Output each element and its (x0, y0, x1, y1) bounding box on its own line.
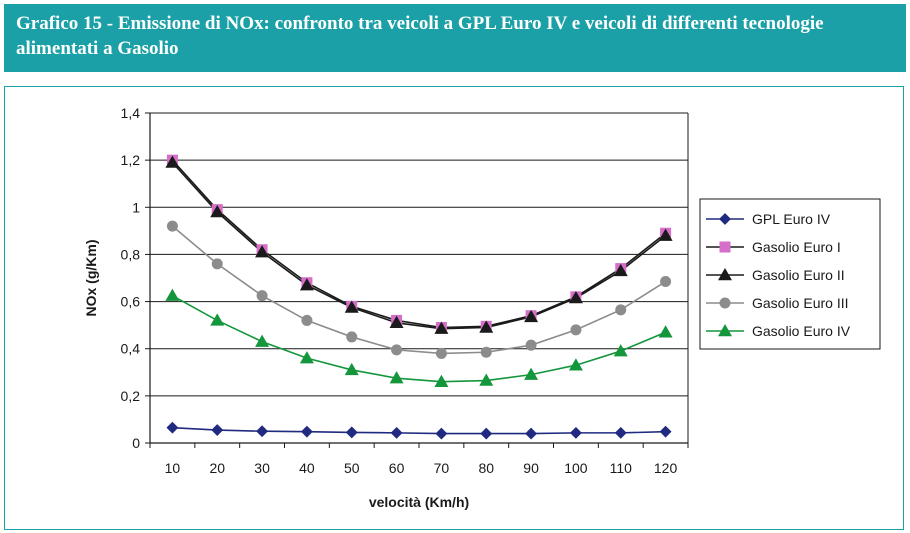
chart-title: Grafico 15 - Emissione di NOx: confronto… (16, 13, 824, 59)
y-tick-label: 0,6 (121, 294, 141, 310)
x-tick-label: 80 (478, 460, 494, 476)
point-series-5 (389, 371, 404, 384)
y-tick-label: 0 (132, 435, 140, 451)
point-series-3 (524, 309, 539, 323)
point-series-4 (660, 276, 672, 288)
point-series-1 (300, 425, 313, 438)
series-line-2 (171, 159, 667, 329)
point-series-4 (301, 314, 313, 326)
point-series-1 (166, 421, 179, 434)
x-tick-label: 20 (209, 460, 225, 476)
point-series-1 (480, 427, 493, 440)
x-tick-label: 10 (165, 460, 181, 476)
y-axis-title: NOx (g/Km) (83, 240, 99, 317)
point-series-5 (434, 374, 449, 387)
legend-marker-5 (718, 324, 732, 337)
point-series-5 (299, 351, 314, 364)
point-series-1 (525, 427, 538, 440)
point-series-4 (525, 339, 537, 351)
series-line-4 (171, 225, 667, 355)
legend: GPL Euro IV Gasolio Euro I Gasolio Euro II… (699, 198, 881, 350)
point-series-4 (435, 347, 447, 359)
legend-box (699, 198, 881, 350)
y-tick-label: 0,8 (121, 246, 141, 262)
series-line-5 (172, 294, 666, 383)
series-line-3 (171, 161, 667, 330)
point-series-1 (569, 426, 582, 439)
legend-label-1: GPL Euro IV (752, 211, 831, 227)
legend-marker-1 (719, 213, 731, 225)
point-series-5 (613, 344, 628, 357)
chart-header: Grafico 15 - Emissione di NOx: confronto… (4, 4, 906, 72)
legend-marker-4 (719, 297, 731, 309)
x-tick-label: 60 (389, 460, 405, 476)
point-series-4 (166, 220, 178, 232)
point-series-1 (256, 425, 269, 438)
point-series-3 (255, 245, 270, 258)
point-series-5 (165, 288, 180, 301)
point-series-4 (346, 331, 358, 343)
point-series-5 (479, 373, 494, 386)
point-series-3 (344, 300, 359, 313)
point-series-3 (568, 291, 583, 304)
series-line-1 (172, 426, 666, 435)
point-series-4 (391, 344, 403, 356)
point-series-4 (256, 290, 268, 302)
point-series-5 (568, 358, 583, 371)
x-tick-label: 120 (654, 460, 678, 476)
point-series-1 (211, 424, 224, 436)
y-tick-label: 0,2 (121, 388, 141, 404)
y-tick-label: 1,4 (121, 105, 141, 121)
point-series-5 (524, 367, 539, 380)
point-series-1 (345, 426, 358, 439)
x-tick-label: 110 (610, 460, 633, 476)
point-series-3 (210, 205, 225, 218)
legend-marker-2 (719, 241, 731, 253)
series-markers (165, 154, 673, 440)
legend-label-3: Gasolio Euro II (752, 267, 845, 283)
x-axis-title: velocità (Km/h) (369, 494, 469, 510)
point-series-1 (614, 426, 627, 439)
point-series-4 (615, 304, 627, 316)
tick-labels: 0 0,2 0,4 0,6 0,8 1 1,2 1,4 10 20 30 40 50 60 70 80 90 10… (121, 105, 678, 476)
point-series-5 (344, 362, 359, 376)
point-series-1 (435, 427, 448, 440)
point-series-4 (480, 346, 492, 358)
x-tick-label: 40 (299, 460, 315, 476)
chart-frame (4, 86, 904, 530)
point-series-5 (658, 325, 673, 338)
legend-marker-3 (718, 268, 732, 281)
point-series-5 (210, 313, 225, 326)
point-series-3 (658, 228, 673, 241)
point-series-1 (390, 426, 403, 439)
point-series-3 (479, 320, 494, 333)
axes (145, 112, 689, 448)
point-series-5 (255, 334, 270, 347)
point-series-4 (570, 324, 582, 336)
point-series-4 (211, 258, 223, 270)
point-series-3 (299, 278, 314, 291)
legend-label-4: Gasolio Euro III (752, 295, 849, 311)
x-tick-label: 50 (344, 460, 360, 476)
point-series-3 (165, 155, 180, 168)
x-tick-label: 70 (434, 460, 450, 476)
y-tick-label: 0,4 (121, 341, 141, 357)
point-series-3 (389, 315, 404, 329)
point-series-3 (613, 263, 628, 277)
legend-label-2: Gasolio Euro I (752, 239, 841, 255)
x-tick-label: 90 (523, 460, 539, 476)
y-tick-label: 1,2 (121, 152, 141, 168)
point-series-3 (434, 321, 449, 334)
x-tick-label: 30 (254, 460, 270, 476)
point-series-1 (659, 425, 672, 438)
legend-label-5: Gasolio Euro IV (752, 323, 851, 339)
y-tick-label: 1 (132, 199, 140, 215)
series-lines (171, 159, 667, 435)
x-tick-label: 100 (564, 460, 588, 476)
